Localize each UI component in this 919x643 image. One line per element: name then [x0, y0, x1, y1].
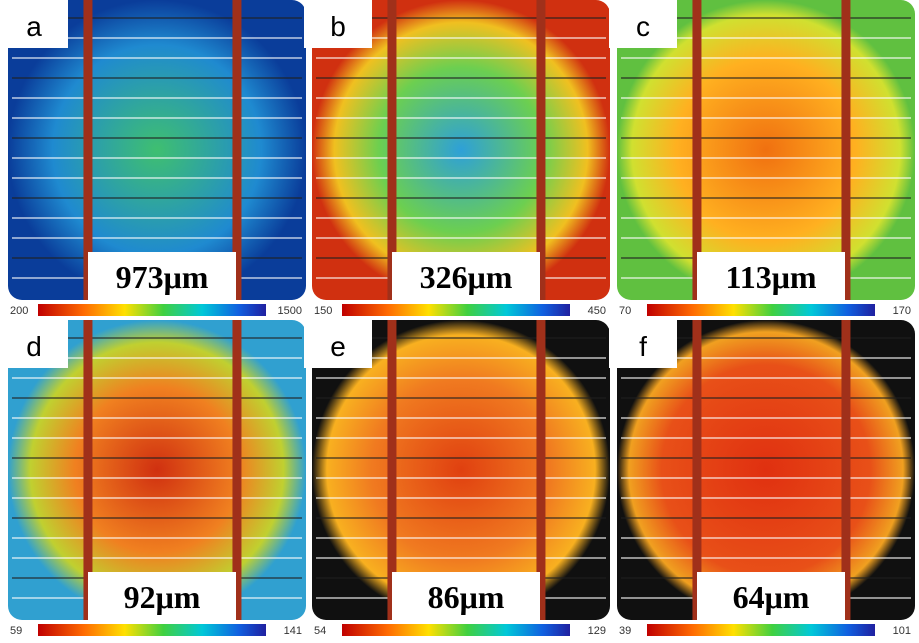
scale-min: 150 [314, 305, 332, 317]
thickness: 113μm [725, 259, 816, 295]
scale-max: 1500 [278, 305, 302, 317]
panel-label: c [636, 11, 650, 42]
scale-max: 170 [893, 305, 911, 317]
scale-min: 70 [619, 305, 631, 317]
panel-label: e [330, 331, 346, 362]
scale-max: 101 [893, 625, 911, 637]
colorbar [38, 304, 266, 316]
thickness: 973μm [116, 259, 209, 295]
scale-max: 450 [588, 305, 606, 317]
panel-label: a [26, 11, 42, 42]
thickness: 326μm [420, 259, 513, 295]
panel-label: f [639, 331, 647, 362]
scale-min: 39 [619, 625, 631, 637]
panel-label: d [26, 331, 42, 362]
scale-max: 141 [284, 625, 302, 637]
scale-min: 59 [10, 625, 22, 637]
thickness: 92μm [124, 579, 201, 615]
thickness: 86μm [428, 579, 505, 615]
colorbar [342, 304, 570, 316]
colorbar [647, 304, 875, 316]
figure: a 973μm 200 1500 b 326μm 150 450 c 113μm 70 170 d 92μ… [0, 0, 919, 643]
panel-label: b [330, 11, 346, 42]
colorbar [647, 624, 875, 636]
colorbar [38, 624, 266, 636]
colorbar [342, 624, 570, 636]
scale-min: 54 [314, 625, 326, 637]
scale-min: 200 [10, 305, 28, 317]
thickness: 64μm [733, 579, 810, 615]
scale-max: 129 [588, 625, 606, 637]
